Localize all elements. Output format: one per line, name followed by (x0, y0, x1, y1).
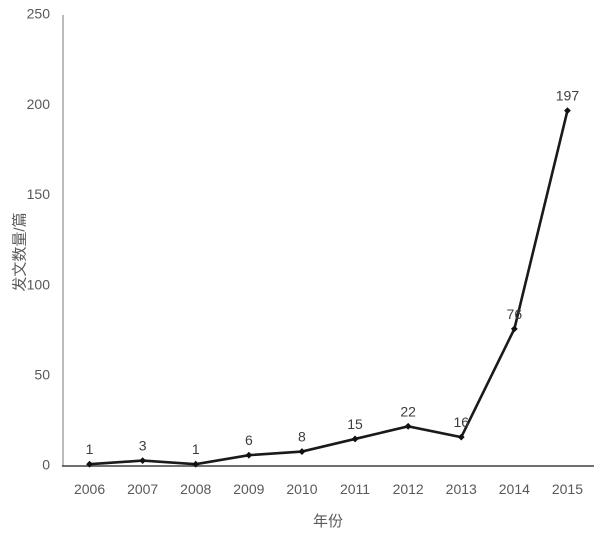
y-axis-ticks: 0 50 100 150 200 250 (27, 6, 51, 473)
y-tick-label: 0 (42, 457, 50, 473)
x-tick-label: 2015 (552, 481, 583, 497)
y-tick-label: 250 (27, 6, 51, 22)
data-point-marker (139, 457, 147, 464)
data-point-marker (245, 451, 253, 459)
x-tick-label: 2006 (74, 481, 105, 497)
data-label: 1 (86, 441, 94, 457)
data-point-marker (298, 448, 306, 455)
data-series-line (88, 109, 569, 466)
data-label: 1 (192, 441, 200, 457)
y-axis-title: 发文数量/篇 (11, 212, 29, 292)
x-tick-label: 2014 (499, 481, 530, 497)
x-axis-title: 年份 (312, 513, 344, 530)
y-tick-label: 150 (27, 186, 51, 202)
data-point-markers (86, 107, 571, 468)
x-tick-label: 2011 (340, 481, 370, 497)
x-axis-ticks: 2006 2007 2008 2009 2010 2011 2012 2013 2014 2015 (74, 481, 583, 497)
y-tick-label: 200 (27, 96, 51, 112)
data-label: 8 (298, 429, 306, 445)
data-label: 16 (453, 414, 469, 430)
data-point-marker (564, 107, 571, 115)
x-tick-label: 2010 (286, 481, 317, 497)
data-label: 3 (139, 438, 147, 454)
x-tick-label: 2008 (180, 481, 211, 497)
data-point-marker (510, 325, 518, 333)
data-point-marker (351, 435, 359, 443)
x-tick-label: 2009 (233, 481, 264, 497)
y-tick-label: 50 (34, 367, 50, 383)
data-label: 22 (400, 403, 416, 419)
data-point-marker (404, 422, 412, 430)
data-label: 6 (245, 432, 253, 448)
x-tick-label: 2007 (127, 481, 158, 497)
data-label: 197 (556, 88, 580, 104)
data-label: 15 (347, 416, 363, 432)
data-label: 76 (507, 306, 523, 322)
data-point-marker (457, 433, 465, 441)
data-point-marker (86, 460, 93, 468)
x-tick-label: 2012 (393, 481, 424, 497)
data-point-marker (192, 460, 200, 468)
x-tick-label: 2013 (446, 481, 477, 497)
y-tick-label: 100 (27, 276, 51, 292)
